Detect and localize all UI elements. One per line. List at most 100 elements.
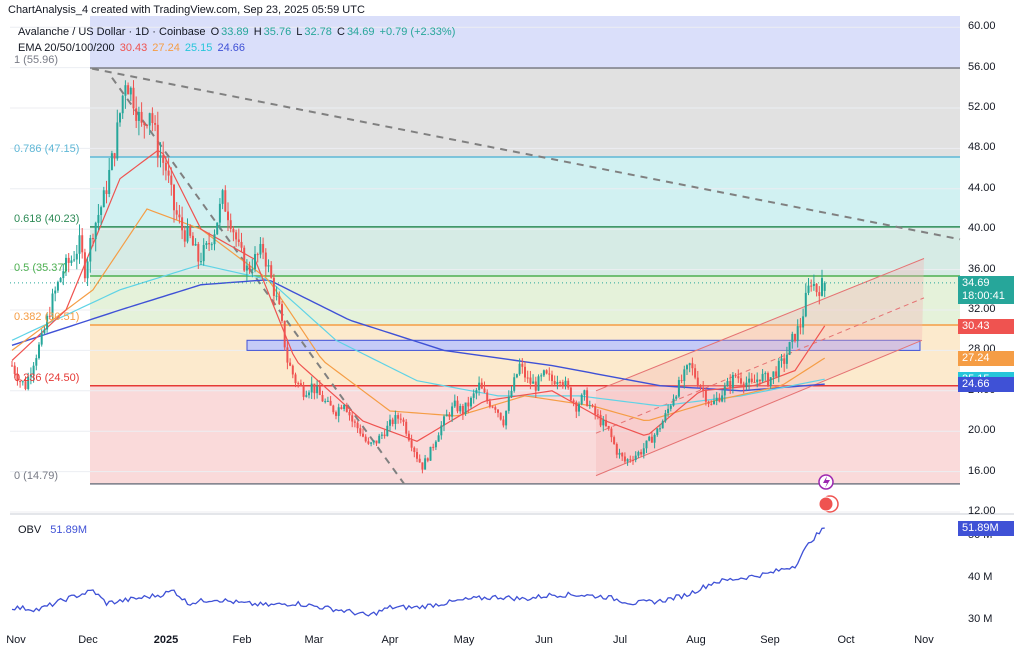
candle-body	[119, 113, 121, 123]
candle-body	[121, 95, 124, 114]
fib-zone	[90, 226, 960, 276]
candle-body	[378, 435, 381, 444]
candle-body	[224, 190, 227, 212]
candle-body	[675, 396, 678, 399]
candle-body	[429, 446, 432, 461]
candle-body	[613, 437, 616, 445]
candle-body	[626, 459, 629, 462]
candle-body	[775, 371, 778, 377]
candle-body	[694, 368, 697, 378]
candle-body	[173, 184, 175, 211]
candle-body	[664, 413, 667, 422]
candle-body	[710, 403, 713, 405]
low-value: 32.78	[304, 26, 332, 38]
candle-body	[421, 462, 424, 470]
candle-body	[218, 203, 221, 223]
candle-body	[283, 320, 286, 348]
candle-body	[686, 365, 688, 370]
candle-body	[156, 124, 159, 158]
candle-body	[594, 406, 597, 415]
candle-body	[464, 402, 467, 414]
candle-body	[302, 385, 305, 397]
candle-body	[567, 380, 570, 388]
candle-body	[497, 409, 499, 413]
candle-body	[642, 448, 645, 455]
candle-body	[599, 414, 602, 426]
candle-body	[162, 155, 165, 163]
candle-body	[267, 265, 270, 267]
candle-body	[13, 365, 16, 374]
candle-body	[453, 400, 456, 407]
price-tick-label: 52.00	[968, 101, 996, 113]
candle-body	[475, 390, 478, 394]
candle-body	[362, 433, 364, 437]
candle-body	[251, 269, 254, 271]
candle-body	[578, 404, 580, 412]
price-tick-label: 44.00	[968, 181, 996, 194]
candle-body	[38, 344, 40, 359]
support-zone	[246, 339, 921, 351]
ema-legend: EMA 20/50/100/200 30.43 27.24 25.15 24.6…	[18, 42, 247, 54]
ema20-line	[11, 149, 826, 442]
candle-body	[445, 414, 448, 417]
candle-body	[186, 226, 189, 242]
candle-body	[413, 447, 416, 453]
candle-body	[54, 290, 57, 294]
candle-body	[648, 436, 651, 441]
channel-upper	[595, 258, 925, 392]
candle-body	[699, 385, 702, 388]
candle-body	[499, 412, 502, 420]
candle-body	[569, 387, 572, 401]
obv-pane	[10, 516, 960, 632]
candle-body	[197, 244, 200, 262]
ema50-value: 27.24	[152, 42, 180, 54]
candle-body	[229, 220, 232, 229]
candle-body	[494, 407, 497, 410]
candle-body	[329, 400, 332, 406]
candle-body	[440, 425, 443, 436]
candle-body	[478, 382, 481, 391]
candle-body	[208, 243, 211, 245]
candle-body	[299, 383, 302, 386]
candle-body	[767, 373, 769, 387]
candle-body	[791, 333, 794, 343]
price-tag-value: 34.69	[962, 276, 990, 289]
candle-body	[451, 406, 454, 417]
candle-body	[799, 326, 802, 328]
candle-body	[65, 257, 67, 272]
time-tick-label: Apr	[381, 634, 399, 646]
price-tick-label: 48.00	[968, 141, 996, 154]
candle-body	[772, 371, 775, 378]
time-tick-label: Mar	[304, 634, 324, 646]
candle-body	[175, 210, 178, 215]
candle-body	[345, 405, 348, 413]
close-value: 34.69	[346, 26, 375, 38]
candle-body	[731, 374, 734, 388]
candle-body	[691, 363, 694, 369]
candle-body	[335, 412, 337, 416]
candle-body	[94, 222, 97, 240]
candle-body	[486, 392, 489, 402]
candle-body	[46, 315, 49, 330]
candle-body	[761, 373, 764, 382]
candle-body	[270, 265, 273, 278]
candle-body	[40, 333, 43, 345]
candle-body	[100, 207, 103, 215]
candle-body	[92, 238, 94, 240]
time-tick-label: Sep	[760, 634, 780, 646]
candle-body	[443, 416, 445, 426]
price-tag: 34.69 18:00:41	[958, 275, 1014, 304]
candle-body	[256, 254, 259, 256]
candle-body	[272, 277, 275, 296]
candle-body	[394, 415, 397, 424]
candle-body	[364, 436, 367, 442]
candle-body	[507, 396, 510, 411]
price-tag-countdown: 18:00:41	[962, 289, 1005, 302]
price-tick-label: 36.00	[968, 262, 996, 275]
candle-body	[248, 265, 251, 271]
time-tick-label: Jul	[612, 634, 628, 646]
price-tag: 30.43	[958, 318, 1014, 334]
candle-body	[764, 373, 767, 375]
